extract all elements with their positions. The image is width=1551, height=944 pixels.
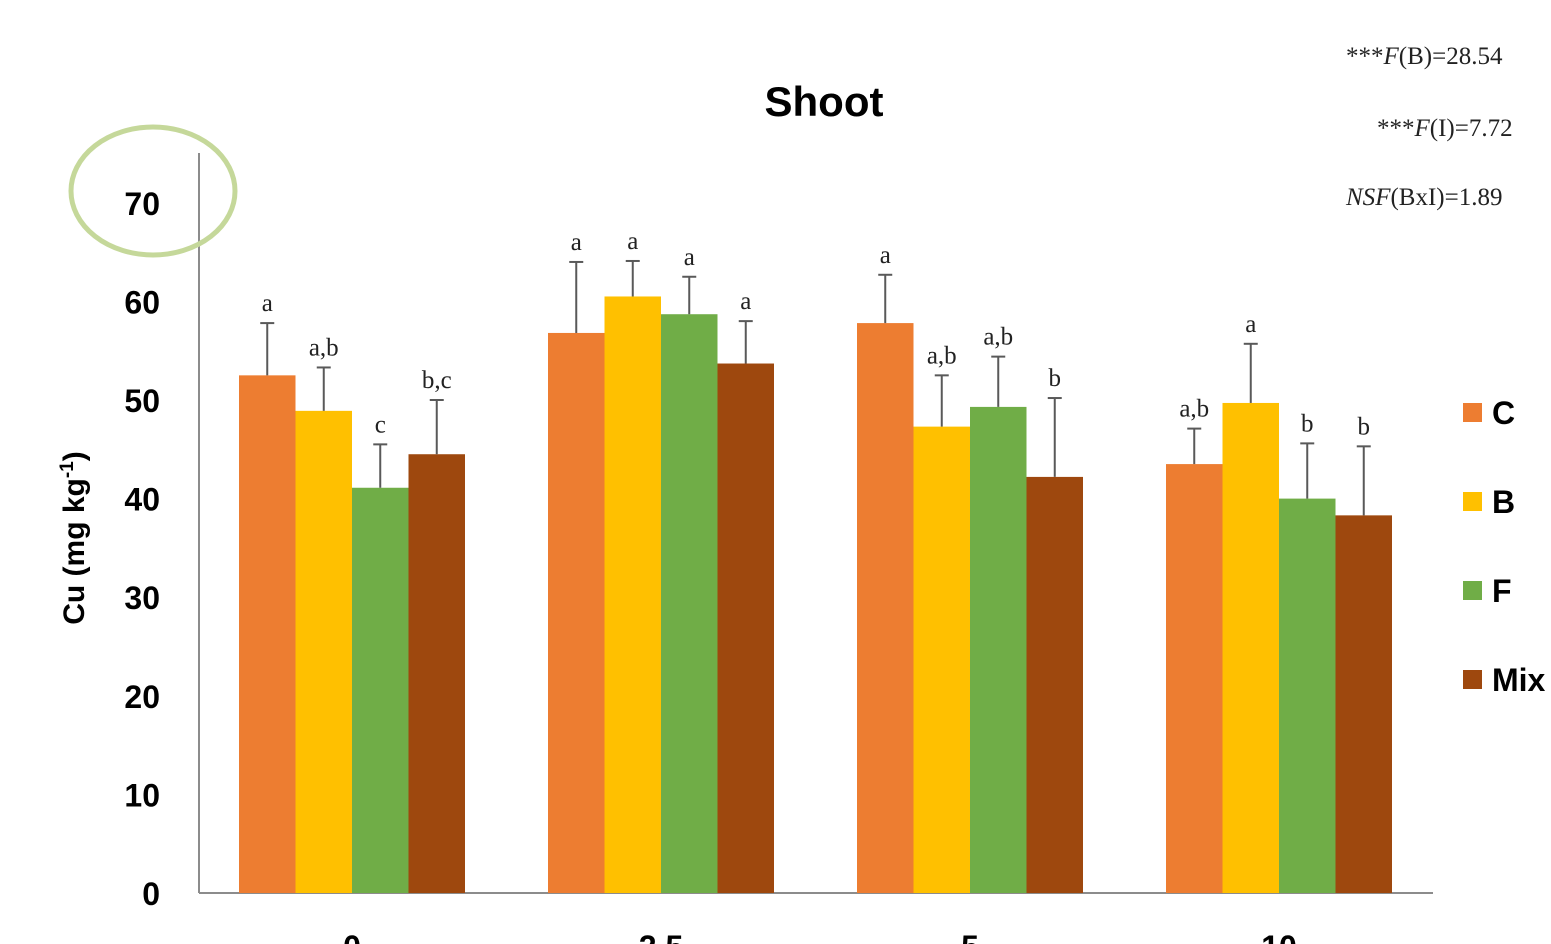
legend-label-f: F (1492, 573, 1512, 609)
significance-letter: a (262, 290, 273, 317)
bar-c-10 (1166, 464, 1223, 893)
y-tick-label: 20 (124, 679, 160, 715)
stat-line-bxi: NSF(BxI)=1.89 (1345, 184, 1502, 211)
y-tick-label: 10 (124, 777, 160, 813)
y-tick-label: 40 (124, 482, 160, 518)
significance-letter: c (375, 411, 386, 438)
bar-mix-5 (1026, 476, 1083, 893)
y-tick-label: 0 (142, 876, 160, 912)
x-tick-label: 2.5 (639, 929, 683, 944)
x-tick-label: 5 (961, 929, 979, 944)
legend-swatch-mix (1463, 670, 1482, 689)
highlight-circle (68, 124, 238, 258)
significance-letter: a (1245, 311, 1256, 338)
y-tick-label: 30 (124, 580, 160, 616)
x-axis-ticks: 0 2.5 5 10 (343, 929, 1297, 944)
legend-label-mix: Mix (1492, 662, 1546, 698)
stats-annotations: ***F(B)=28.54 ***F(I)=7.72 NSF(BxI)=1.89 (1345, 43, 1513, 211)
bar-b-5 (913, 426, 970, 893)
bar-f-0 (352, 487, 409, 893)
y-axis-ticks: 0 10 20 30 40 50 60 70 (124, 186, 160, 912)
stat-line-i: ***F(I)=7.72 (1377, 115, 1513, 142)
legend: C B F Mix (1463, 395, 1546, 698)
significance-letter: a (571, 229, 582, 256)
significance-letter: a,b (983, 324, 1013, 351)
bar-c-2.5 (548, 332, 605, 893)
bar-c-5 (857, 323, 914, 893)
legend-swatch-b (1463, 492, 1482, 511)
significance-letter: b (1049, 365, 1062, 392)
bar-f-2.5 (661, 314, 718, 893)
legend-swatch-c (1463, 403, 1482, 422)
significance-letter: a (627, 228, 638, 255)
bar-f-5 (970, 406, 1027, 893)
significance-letter: a,b (1179, 396, 1209, 423)
bar-f-10 (1279, 498, 1336, 893)
stat-line-b: ***F(B)=28.54 (1346, 43, 1503, 70)
significance-letter: a (880, 242, 891, 269)
y-tick-label: 50 (124, 383, 160, 419)
legend-swatch-f (1463, 581, 1482, 600)
bar-mix-10 (1335, 515, 1392, 893)
bar-b-10 (1222, 402, 1279, 893)
bars-group: a a,b c b,c a a a a a a,b a,b b a,b a b b (239, 228, 1392, 894)
chart-title: Shoot (765, 78, 884, 125)
significance-letter: a (684, 244, 695, 271)
significance-letter: b (1301, 410, 1314, 437)
y-tick-label: 70 (124, 186, 160, 222)
legend-label-b: B (1492, 484, 1515, 520)
significance-letter: b,c (422, 367, 452, 394)
significance-letter: a,b (309, 334, 339, 361)
y-axis-label: Cu (mg kg-1) (57, 451, 91, 625)
bar-b-2.5 (604, 296, 661, 894)
significance-letter: a (740, 288, 751, 315)
significance-letter: b (1358, 413, 1371, 440)
bar-mix-2.5 (717, 363, 774, 893)
x-tick-label: 10 (1261, 929, 1297, 944)
x-tick-label: 0 (343, 929, 361, 944)
bar-mix-0 (408, 454, 465, 893)
bar-c-0 (239, 375, 296, 894)
bar-b-0 (295, 410, 352, 893)
legend-label-c: C (1492, 395, 1515, 431)
y-tick-label: 60 (124, 284, 160, 320)
significance-letter: a,b (927, 342, 957, 369)
